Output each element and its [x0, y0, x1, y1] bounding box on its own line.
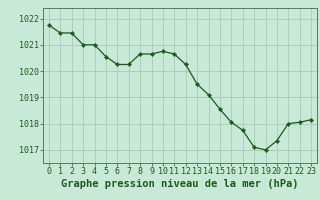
- X-axis label: Graphe pression niveau de la mer (hPa): Graphe pression niveau de la mer (hPa): [61, 179, 299, 189]
